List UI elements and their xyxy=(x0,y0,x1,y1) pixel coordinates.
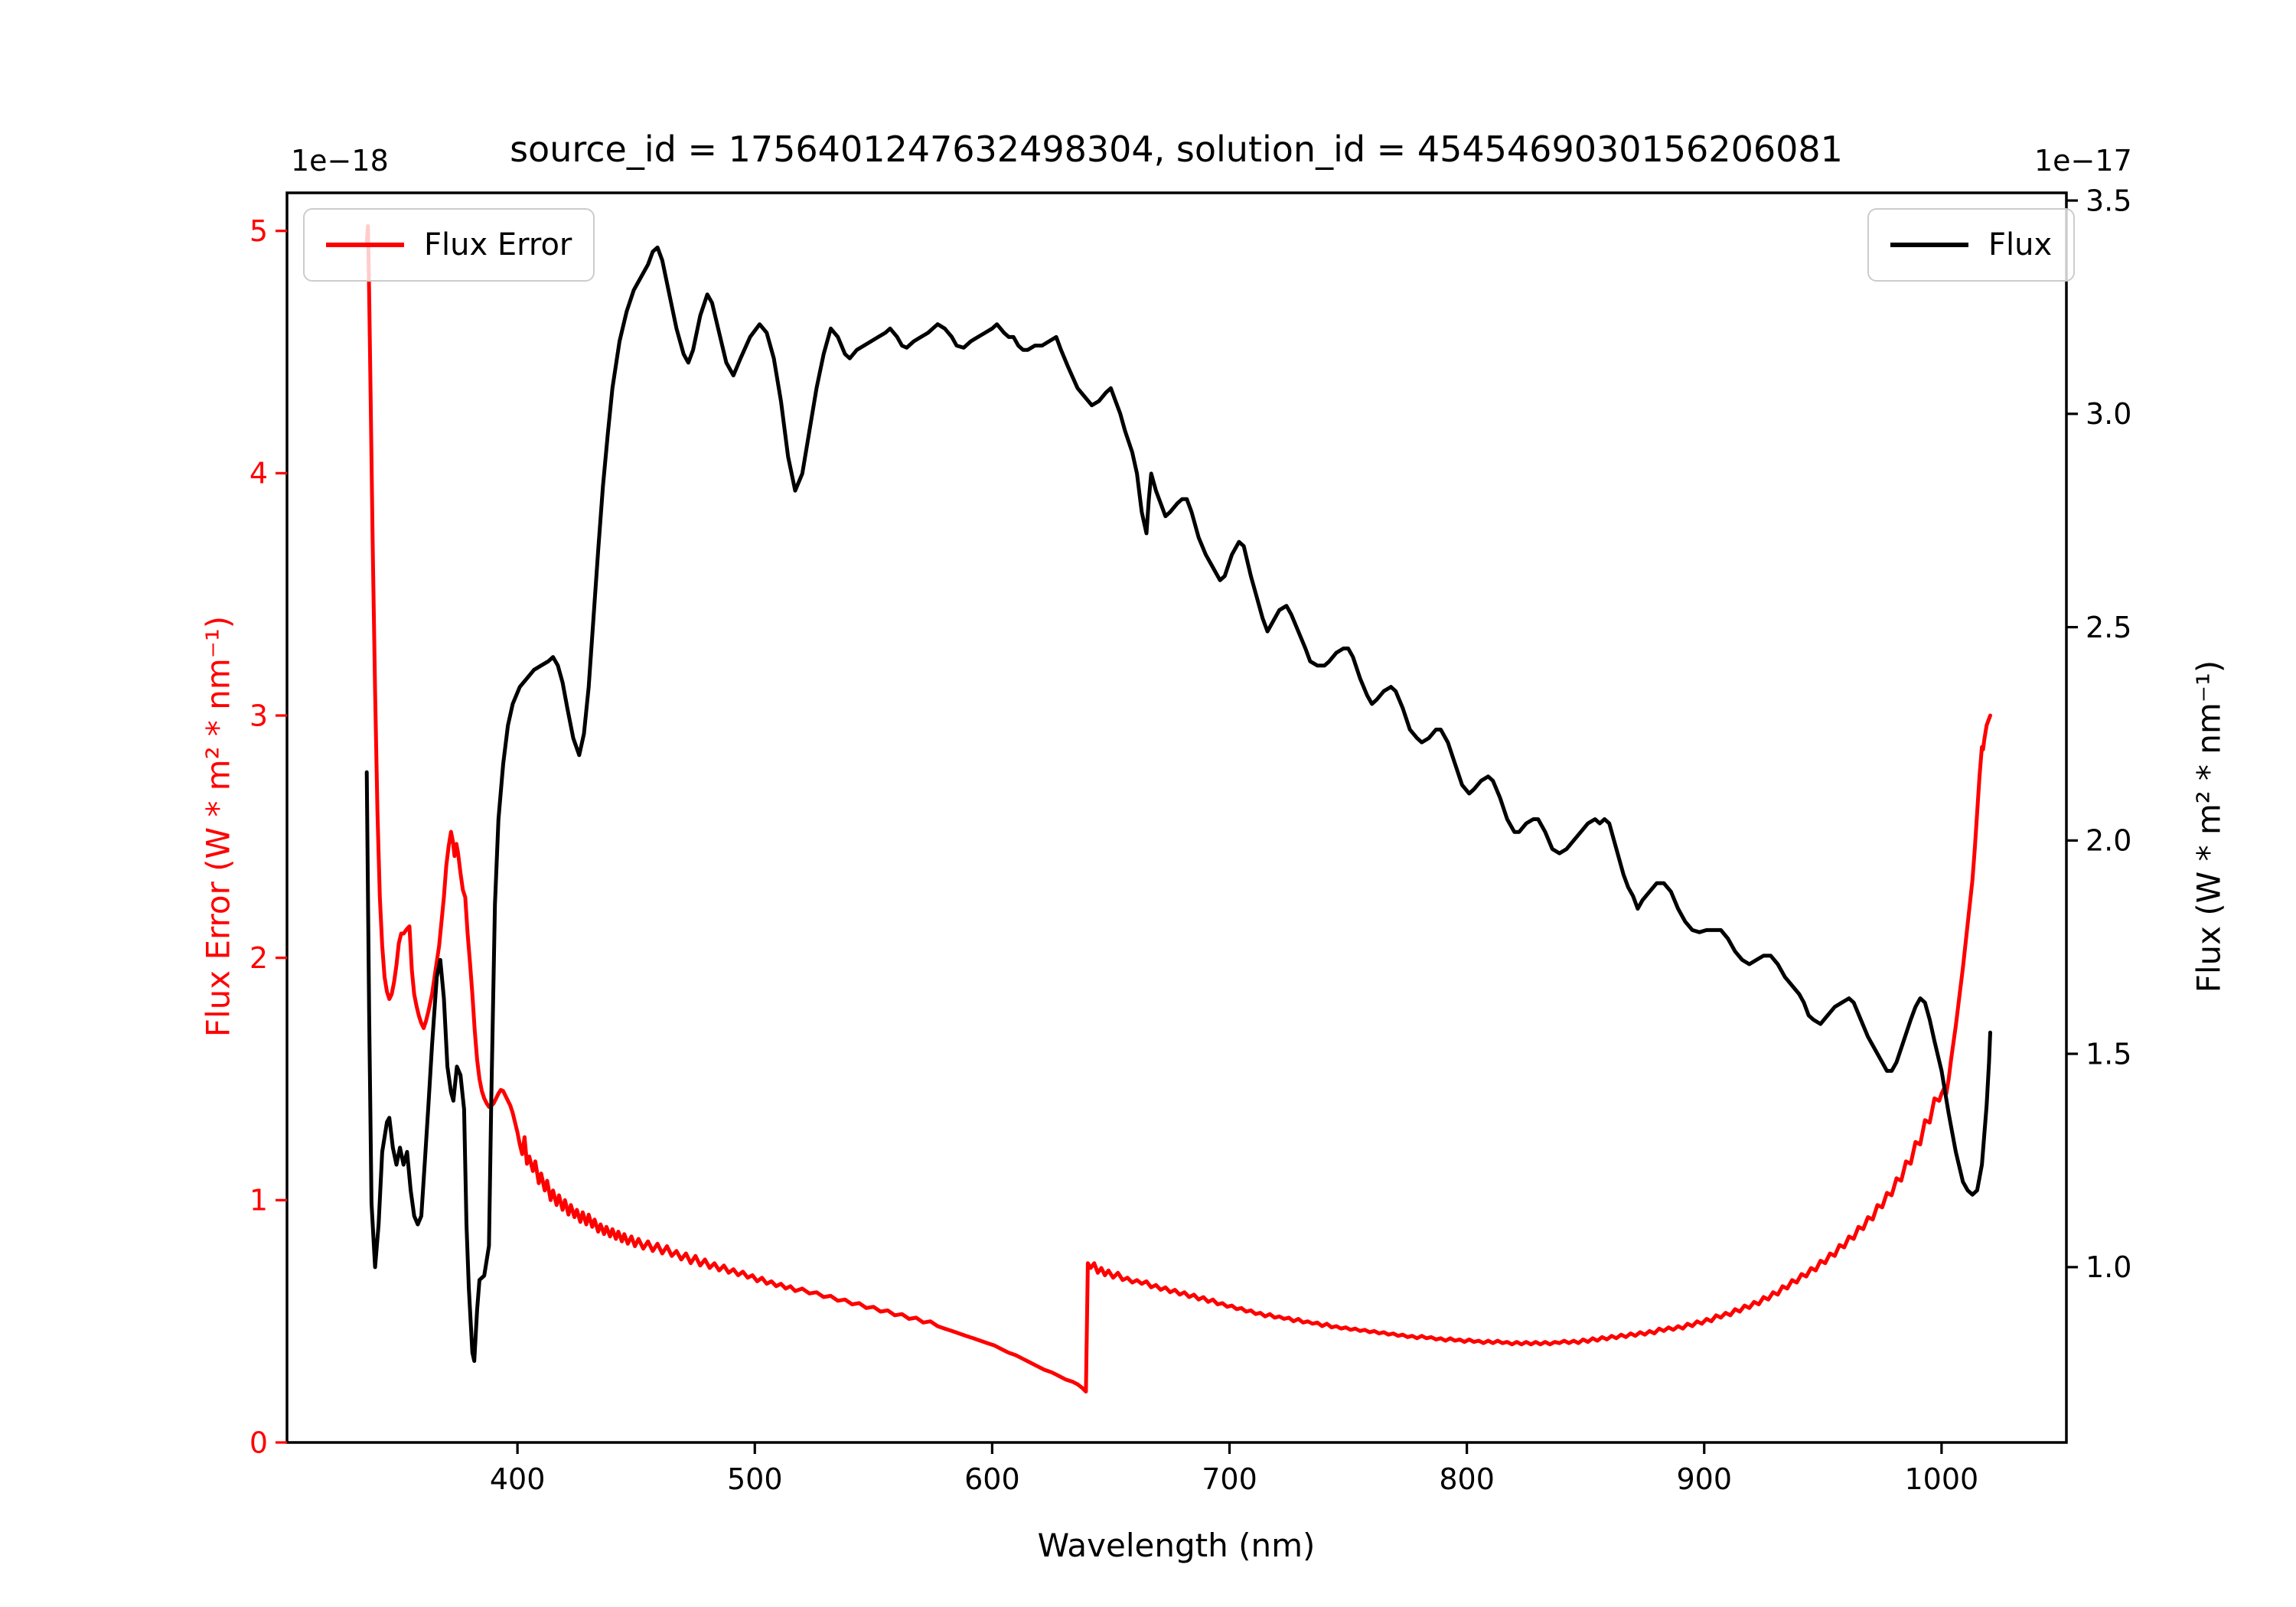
x-tick-label: 900 xyxy=(1676,1462,1732,1496)
x-tick-label: 1000 xyxy=(1905,1462,1979,1496)
flux-error-line-sample xyxy=(326,243,404,247)
x-axis-label: Wavelength (nm) xyxy=(1037,1527,1316,1564)
left-y-tick-label: 5 xyxy=(249,214,268,248)
flux-error-line xyxy=(364,223,1992,1393)
left-y-tick-label: 2 xyxy=(249,941,268,975)
flux-line xyxy=(364,245,1992,1363)
left-y-axis-label: Flux Error (W * m² * nm⁻¹) xyxy=(199,615,237,1038)
left-y-tick-label: 3 xyxy=(249,699,268,732)
left-y-tick-label: 1 xyxy=(249,1184,268,1217)
x-tick-label: 400 xyxy=(490,1462,546,1496)
left-y-tick-label: 4 xyxy=(249,457,268,491)
right-y-tick-label: 3.5 xyxy=(2086,184,2131,217)
legend-flux: Flux xyxy=(1867,208,2076,282)
plot-title: source_id = 1756401247632498304, solutio… xyxy=(510,129,1843,170)
x-tick-label: 700 xyxy=(1202,1462,1257,1496)
legend-flux-error-label: Flux Error xyxy=(424,227,572,262)
left-axis-offset-text: 1e−18 xyxy=(291,144,389,178)
flux-line-sample xyxy=(1890,243,1968,247)
legend-flux-label: Flux xyxy=(1988,227,2053,262)
legend-flux-error: Flux Error xyxy=(303,208,595,282)
right-y-tick-label: 1.5 xyxy=(2086,1037,2131,1071)
right-axis-offset-text: 1e−17 xyxy=(2034,144,2132,178)
left-y-tick-label: 0 xyxy=(249,1426,268,1459)
right-y-axis-label: Flux (W * m² * nm⁻¹) xyxy=(2190,660,2228,993)
right-y-tick-label: 2.0 xyxy=(2086,824,2131,858)
x-tick-label: 800 xyxy=(1439,1462,1495,1496)
right-y-tick-label: 3.0 xyxy=(2086,397,2131,431)
right-y-tick-label: 2.5 xyxy=(2086,611,2131,644)
axes-spines xyxy=(285,191,2068,1444)
x-tick-label: 600 xyxy=(964,1462,1020,1496)
right-y-tick-label: 1.0 xyxy=(2086,1250,2131,1284)
x-tick-label: 500 xyxy=(727,1462,783,1496)
